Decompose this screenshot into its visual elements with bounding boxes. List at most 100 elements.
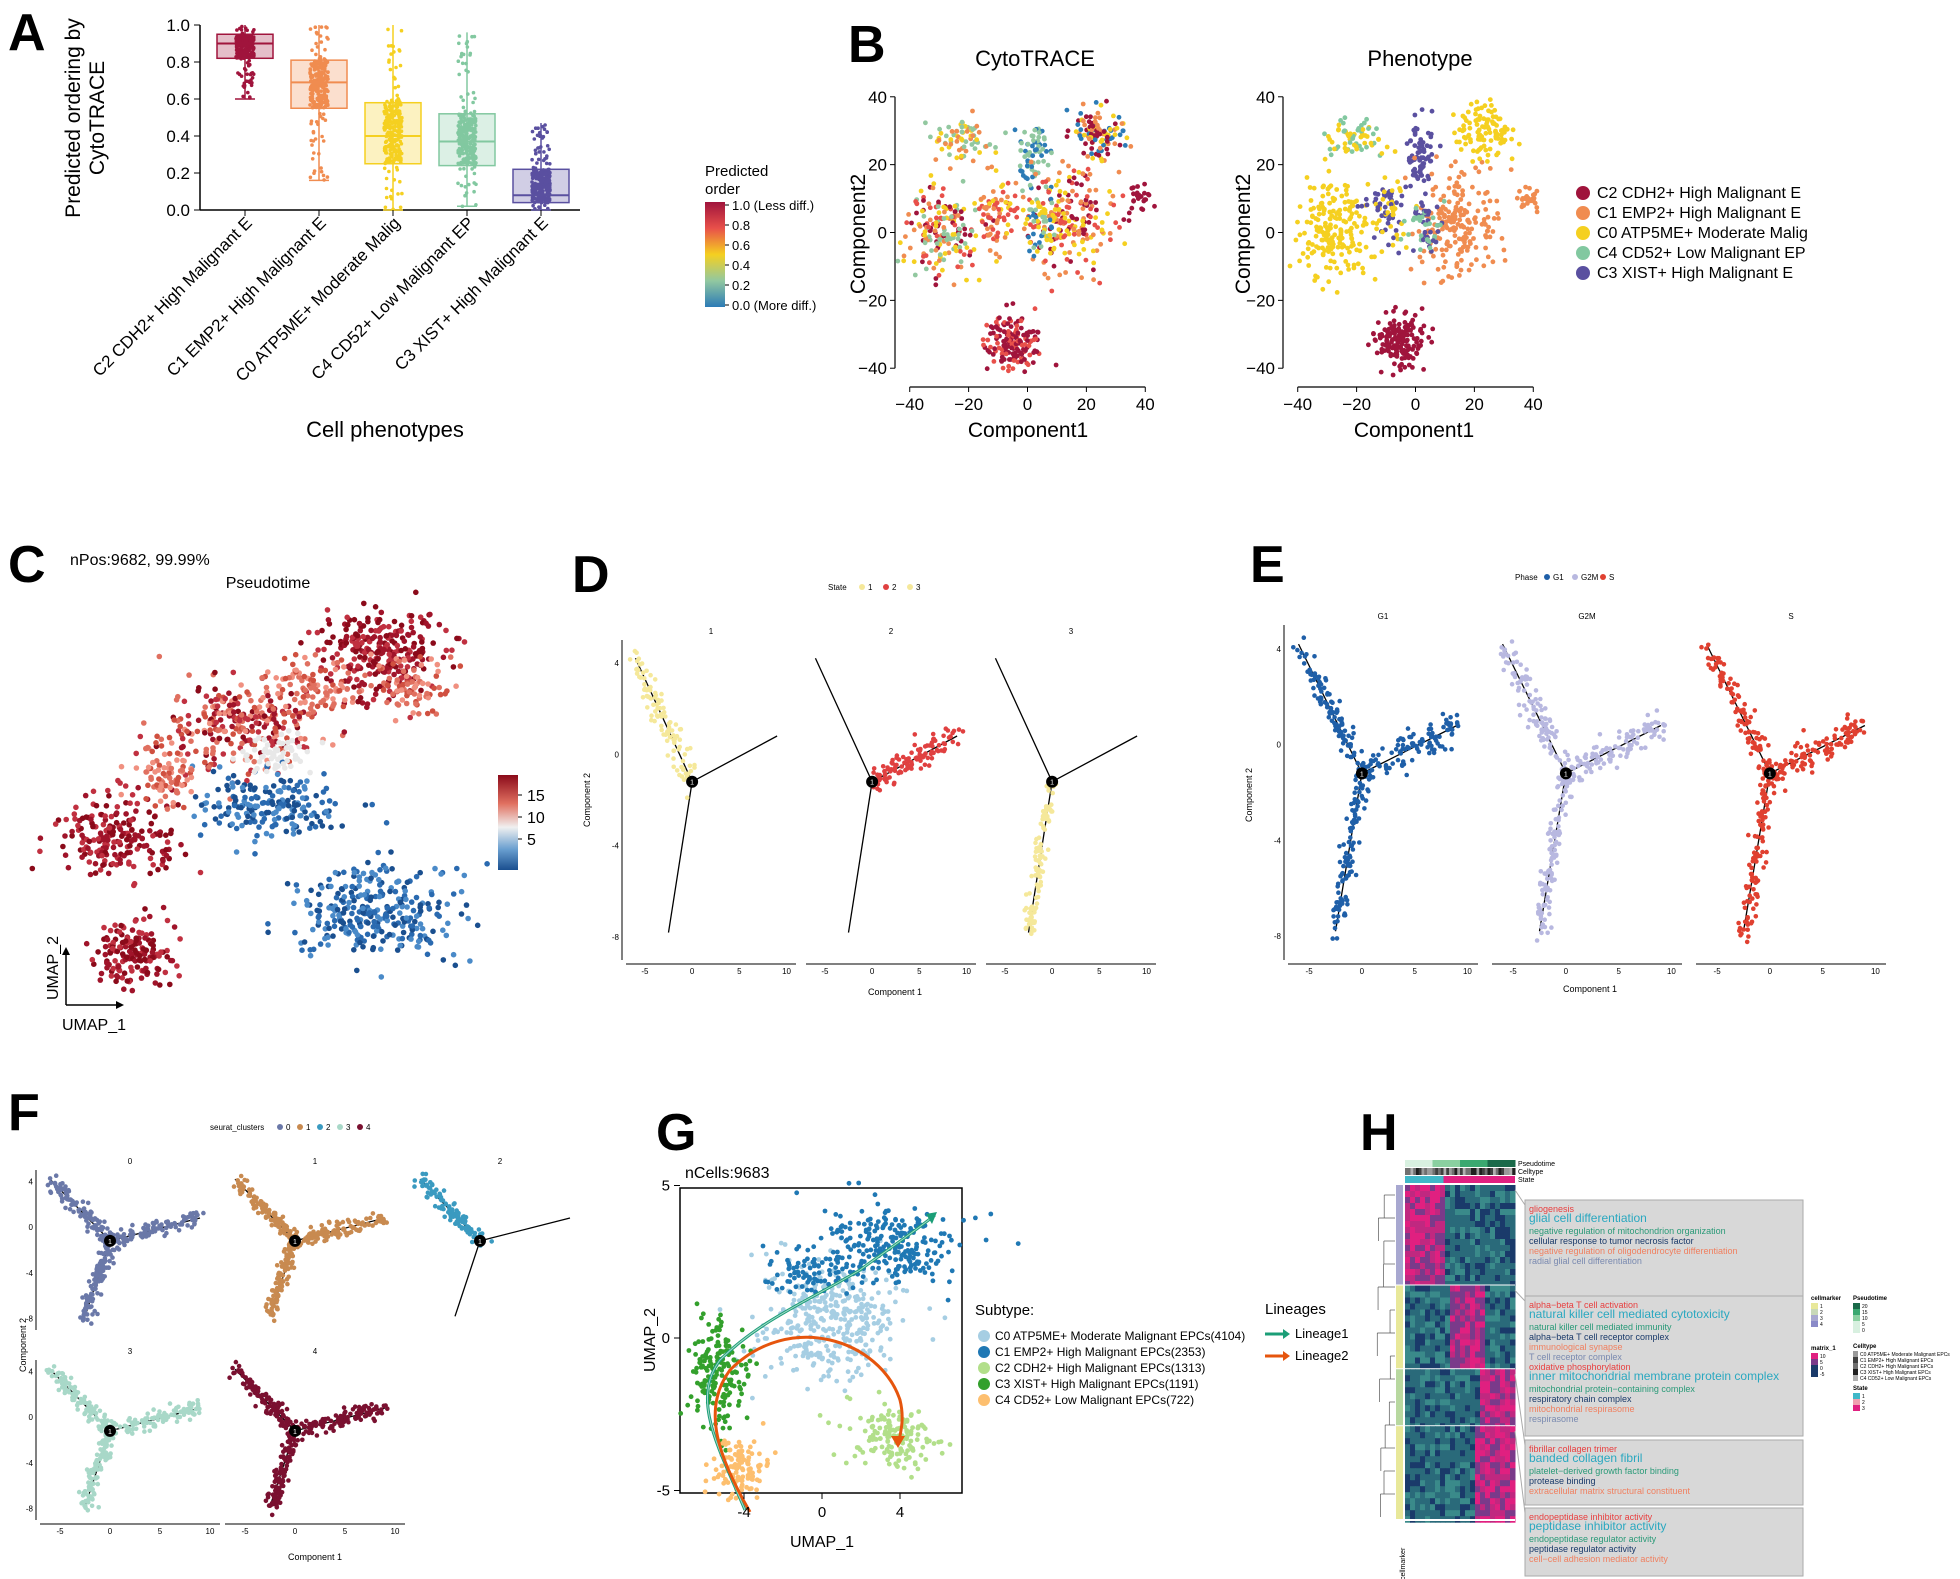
- panel-b-x-tick-label: 20: [1465, 395, 1484, 414]
- panel-c-scatter-point: [423, 620, 429, 627]
- panel-b-scatter-point: [1393, 228, 1399, 233]
- panel-b-scatter-point: [1336, 126, 1341, 132]
- panel-b-scatter-point: [994, 333, 999, 339]
- panel-b-scatter-point: [1082, 227, 1088, 233]
- panel-c-scatter-point: [188, 738, 194, 744]
- panel-b-scatter-point: [1499, 236, 1505, 241]
- panel-b-scatter-point: [993, 251, 999, 257]
- panel-c-scatter-point: [365, 911, 372, 917]
- panel-b-scatter-point: [1031, 138, 1036, 143]
- panel-b-scatter-point: [1064, 134, 1070, 140]
- panel-b-scatter-point: [942, 251, 948, 256]
- panel-a-y-tick-label: 0.2: [166, 164, 190, 183]
- panel-c-scatter-point: [384, 913, 390, 919]
- panel-b-scatter-point: [1065, 198, 1071, 204]
- panel-b-scatter-point: [1324, 230, 1329, 236]
- panel-b-scatter-point: [1293, 237, 1299, 243]
- panel-c-scatter-point: [453, 683, 459, 689]
- panel-c-scatter-point: [387, 888, 393, 895]
- panel-a-jitter-point: [321, 139, 326, 143]
- panel-c-scatter-point: [238, 682, 244, 688]
- panel-b-scatter-point: [911, 227, 917, 233]
- panel-b-colorbar-label: 1.0 (Less diff.): [732, 198, 814, 213]
- panel-c-scatter-point: [392, 717, 399, 724]
- panel-b-colorbar: [705, 202, 725, 307]
- panel-b-scatter-point: [1295, 219, 1300, 225]
- panel-b-scatter-point: [1014, 323, 1020, 329]
- panel-b-scatter-point: [1116, 169, 1122, 175]
- panel-b-scatter-point: [1287, 263, 1293, 269]
- panel-b-scatter-point: [1071, 175, 1077, 181]
- panel-c-scatter-point: [338, 681, 344, 687]
- panel-b-x-tick-label: 0: [1411, 395, 1420, 414]
- panel-b-scatter-point: [923, 266, 929, 272]
- panel-b-scatter-point: [1020, 188, 1025, 194]
- panel-b-scatter-point: [1048, 238, 1054, 244]
- panel-c-scatter-point: [408, 936, 414, 942]
- panel-b-scatter-point: [1326, 134, 1331, 139]
- panel-c-scatter-point: [294, 690, 300, 697]
- panel-b-scatter-point: [962, 226, 968, 232]
- panel-b-scatter-point: [1357, 213, 1362, 219]
- panel-c-scatter-point: [403, 896, 409, 903]
- panel-c-scatter-point: [416, 711, 422, 717]
- panel-b-scatter-point: [1360, 265, 1365, 271]
- panel-c-scatter-point: [263, 809, 270, 816]
- panel-c-scatter-point: [171, 717, 177, 723]
- panel-b-scatter-point: [1427, 221, 1432, 227]
- panel-c-scatter-point: [296, 714, 303, 720]
- panel-b-scatter-point: [928, 134, 933, 140]
- panel-b-scatter-point: [1005, 212, 1011, 218]
- panel-c-scatter-point: [328, 824, 334, 831]
- panel-b-scatter-point: [1327, 209, 1333, 215]
- panel-c-scatter-point: [300, 694, 307, 700]
- panel-b-scatter-point: [1095, 130, 1100, 136]
- panel-b-scatter-point: [1304, 219, 1310, 225]
- panel-c-scatter-point: [410, 907, 417, 914]
- panel-c-scatter-point: [238, 712, 245, 718]
- panel-b-scatter-point: [1093, 100, 1099, 105]
- panel-b-scatter-point: [990, 189, 996, 194]
- panel-b-scatter-point: [1465, 109, 1471, 115]
- panel-b-scatter-point: [1065, 128, 1071, 134]
- panel-b-scatter-point: [1483, 147, 1489, 153]
- panel-c-scatter-point: [378, 609, 385, 616]
- panel-c-scatter-point: [392, 922, 399, 928]
- panel-c-scatter-point: [304, 902, 311, 908]
- panel-b-scatter-point: [1373, 196, 1379, 202]
- panel-c-scatter-point: [354, 643, 361, 649]
- panel-b-scatter-point: [1322, 131, 1327, 137]
- panel-b-scatter-point: [1428, 229, 1433, 235]
- panel-b-scatter-point: [1517, 188, 1522, 194]
- panel-b-scatter-point: [1064, 204, 1070, 210]
- panel-b-scatter-point: [936, 199, 941, 205]
- panel-b-scatter-point: [1005, 321, 1011, 326]
- panel-b-scatter-point: [990, 227, 996, 232]
- panel-b-scatter-point: [943, 133, 949, 139]
- panel-c-scatter-point: [429, 708, 436, 714]
- panel-a-jitter-point: [321, 112, 326, 116]
- panel-c-scatter-point: [245, 813, 251, 820]
- panel-b-scatter-point: [1005, 222, 1011, 228]
- panel-b-scatter-point: [974, 137, 980, 143]
- panel-b-scatter-point: [1471, 148, 1476, 154]
- panel-b-scatter-point: [1414, 336, 1420, 342]
- panel-b-scatter-point: [983, 206, 989, 212]
- panel-b-scatter-point: [1066, 178, 1072, 184]
- panel-c-scatter-point: [337, 918, 344, 924]
- panel-c-scatter-point: [330, 634, 336, 640]
- panel-c-scatter-point: [398, 622, 405, 629]
- panel-b-scatter-point: [1355, 261, 1361, 267]
- panel-c-scatter-point: [290, 661, 296, 668]
- panel-b-scatter-point: [1021, 347, 1026, 352]
- panel-c-scatter-point: [419, 680, 426, 687]
- panel-b-scatter-point: [920, 259, 925, 265]
- panel-c-scatter-point: [251, 704, 258, 711]
- panel-b-scatter-point: [1452, 214, 1458, 219]
- panel-b-scatter-point: [950, 232, 956, 237]
- panel-c-scatter-point: [463, 902, 470, 908]
- panel-c-scatter-point: [216, 820, 223, 826]
- panel-a-jitter-point: [310, 48, 314, 52]
- panel-c-scatter-point: [354, 632, 361, 639]
- panel-b-scatter-point: [1396, 326, 1402, 331]
